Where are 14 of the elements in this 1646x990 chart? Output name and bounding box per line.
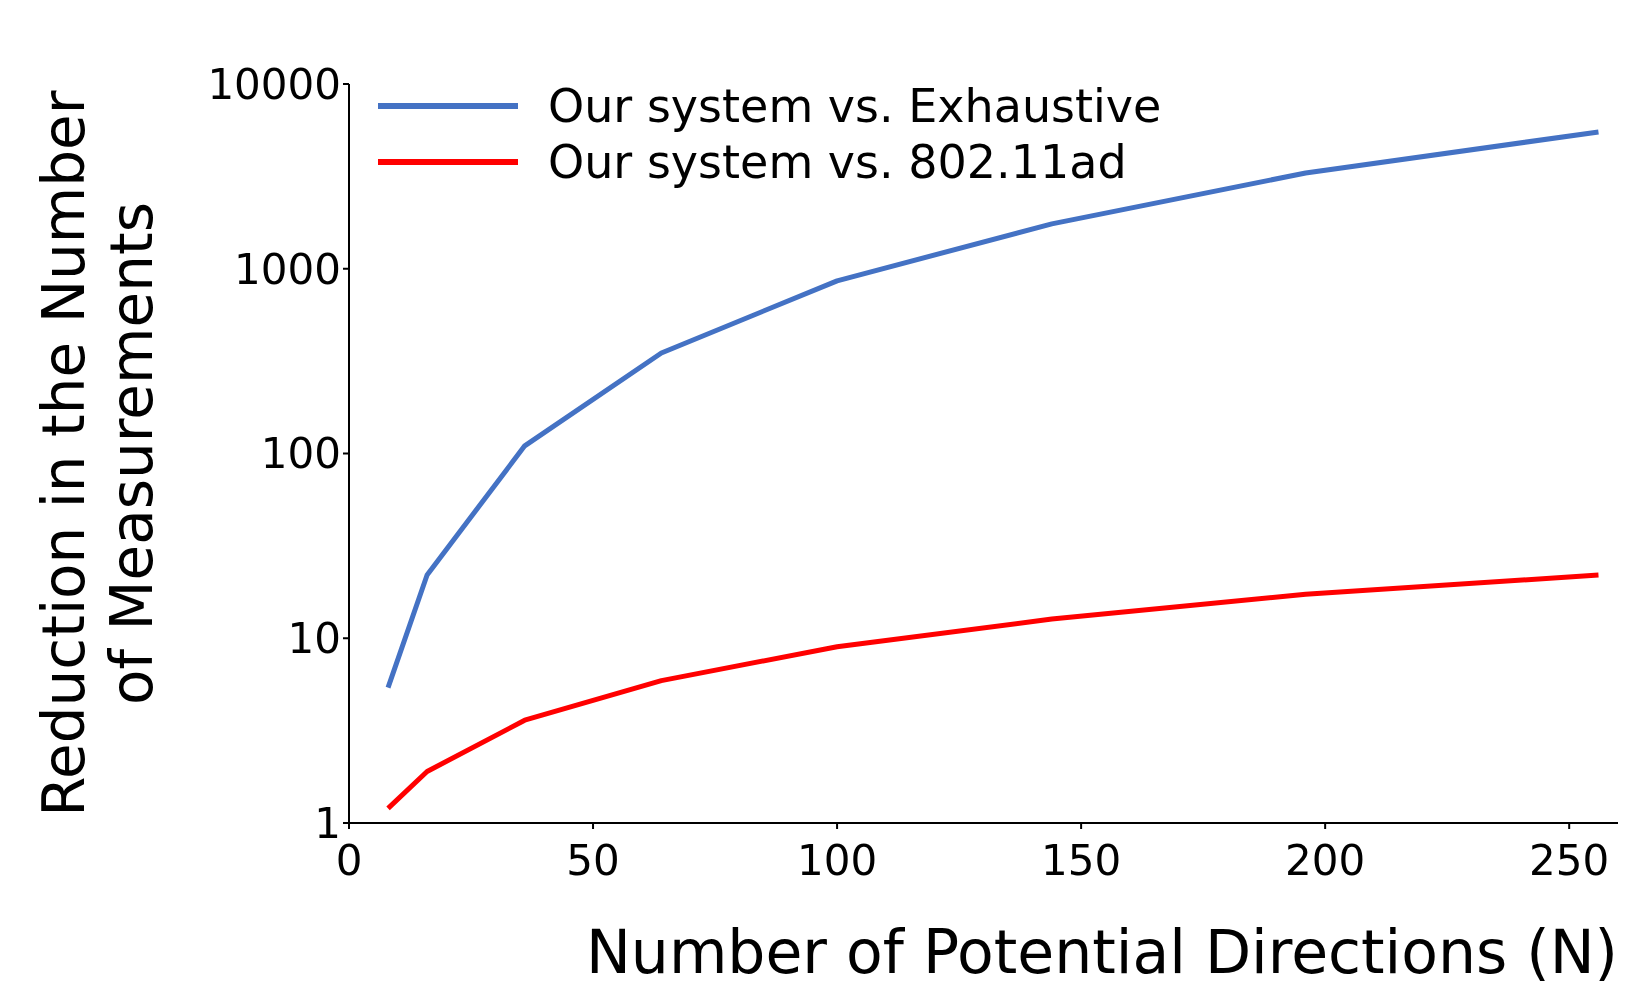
x-tick-label: 150 [1041, 835, 1122, 885]
y-tick-label: 1000 [234, 244, 341, 294]
x-axis-title: Number of Potential Directions (N) [585, 917, 1618, 987]
x-tick-label: 250 [1529, 835, 1610, 885]
y-tick-label: 1 [314, 798, 341, 848]
y-axis-title: Reduction in the Number of Measurements [30, 90, 166, 817]
y-tick-label: 10000 [207, 59, 341, 109]
y-tick-label: 10 [287, 614, 341, 664]
legend-label: Our system vs. 802.11ad [548, 134, 1127, 190]
legend-label: Our system vs. Exhaustive [548, 78, 1162, 134]
x-tick-label: 50 [566, 835, 620, 885]
y-tick-label: 100 [260, 429, 341, 479]
x-tick-label: 200 [1285, 835, 1366, 885]
x-tick-label: 100 [796, 835, 878, 885]
